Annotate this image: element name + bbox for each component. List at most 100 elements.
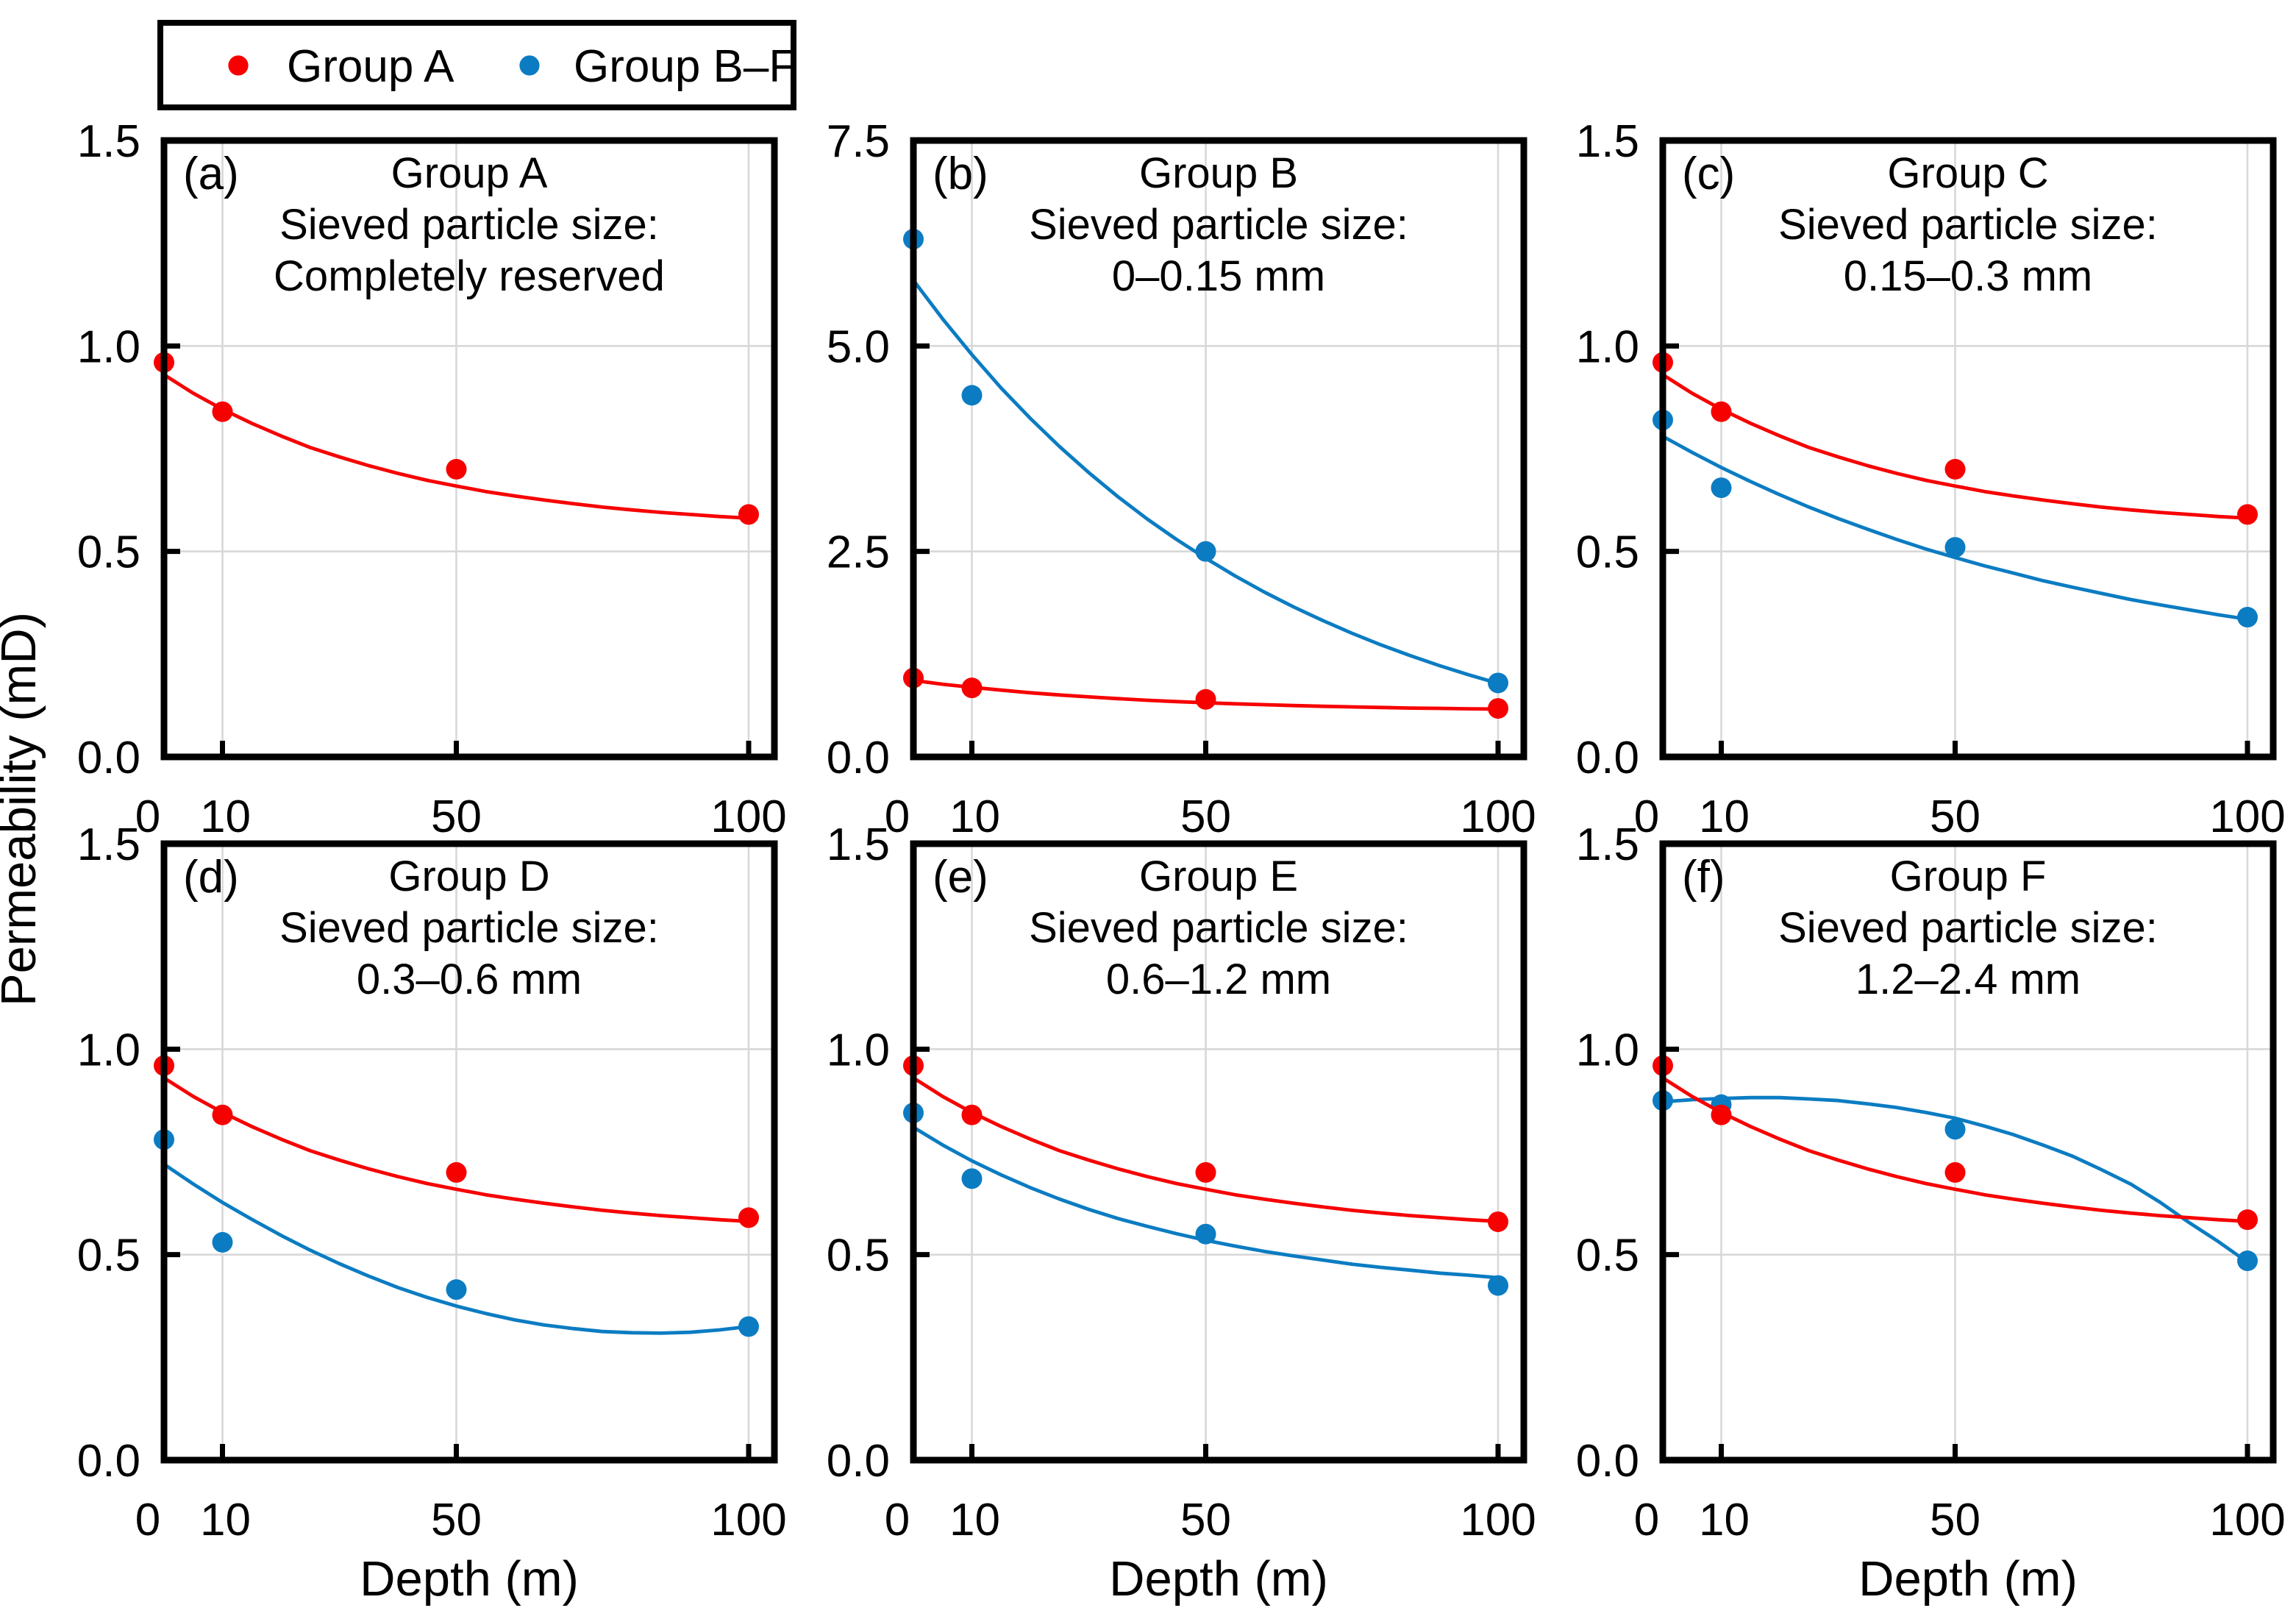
panel-title-line: Sieved particle size: <box>1029 904 1408 952</box>
panel-letter: (d) <box>183 852 239 903</box>
y-tick-label: 1.0 <box>827 1025 890 1075</box>
panel-title-line: 0.3–0.6 mm <box>357 956 582 1003</box>
panel-title-line: Group A <box>391 149 548 197</box>
data-point-group-a <box>1711 1104 1732 1125</box>
panel-title-line: 0.15–0.3 mm <box>1844 252 2093 300</box>
data-point-group-b-f <box>2237 1250 2258 1272</box>
data-point-group-b-f <box>2237 607 2258 628</box>
data-point-group-b-f <box>961 1168 983 1189</box>
data-point-group-b-f <box>1944 537 1966 558</box>
data-point-group-a <box>961 677 983 699</box>
data-point-group-b-f <box>1195 541 1216 562</box>
x-tick-label: 10 <box>949 1495 1000 1545</box>
data-point-group-a <box>738 504 759 525</box>
y-tick-label: 0.5 <box>1576 1231 1639 1281</box>
panel-title-line: 1.2–2.4 mm <box>1855 956 2081 1003</box>
data-point-group-a <box>212 1104 233 1125</box>
x-tick-label: 0 <box>885 791 910 842</box>
y-tick-label: 1.0 <box>77 321 140 372</box>
y-tick-label: 0.0 <box>77 733 140 783</box>
fit-curve-group-a <box>911 1076 1500 1223</box>
y-tick-label: 1.0 <box>1576 1025 1639 1075</box>
x-tick-label: 0 <box>135 791 160 842</box>
panel-frame <box>160 840 778 1464</box>
x-tick-label: 50 <box>1180 791 1231 842</box>
data-point-group-a <box>2237 1209 2258 1231</box>
y-tick-label: 0.5 <box>1576 527 1639 578</box>
y-tick-label: 1.5 <box>77 819 140 870</box>
panel-title-line: Sieved particle size: <box>279 904 659 952</box>
x-axis-title: Depth (m) <box>360 1551 579 1606</box>
x-tick-label: 10 <box>1699 791 1750 842</box>
panel-letter: (e) <box>933 852 988 903</box>
data-point-group-b-f <box>738 1316 759 1337</box>
panel-title-line: Sieved particle size: <box>1778 201 2158 249</box>
panel-letter: (b) <box>933 149 988 199</box>
x-tick-label: 0 <box>885 1495 910 1545</box>
panel-title-line: Sieved particle size: <box>1778 904 2158 952</box>
panel-title-line: Sieved particle size: <box>1029 201 1408 249</box>
data-point-group-a <box>2237 504 2258 525</box>
x-tick-label: 50 <box>1930 1495 1981 1545</box>
fit-curve-group-a <box>1661 373 2250 520</box>
y-tick-label: 0.0 <box>827 733 890 783</box>
data-point-group-a <box>446 1161 467 1183</box>
x-tick-label: 100 <box>710 791 786 842</box>
x-tick-label: 100 <box>2209 1495 2285 1545</box>
legend-box <box>157 20 796 110</box>
y-tick-label: 0.0 <box>1576 733 1639 783</box>
x-tick-label: 10 <box>1699 1495 1750 1545</box>
x-tick-label: 50 <box>1180 1495 1231 1545</box>
legend-label-group-b-f: Group B–F <box>574 41 796 92</box>
y-tick-label: 1.0 <box>1576 321 1639 372</box>
data-point-group-a <box>1195 688 1216 710</box>
data-point-group-b-f <box>446 1279 467 1300</box>
y-tick-label: 1.5 <box>1576 819 1639 870</box>
y-tick-label: 0.0 <box>77 1436 140 1487</box>
panel-title-line: Group E <box>1139 853 1298 900</box>
panel-title-line: Completely reserved <box>274 252 665 300</box>
y-axis-title: Permeability (mD) <box>0 612 46 1006</box>
data-point-group-b-f <box>1488 1275 1508 1296</box>
data-point-group-b-f <box>1944 1119 1966 1140</box>
y-tick-label: 1.5 <box>827 819 890 870</box>
y-tick-label: 1.0 <box>77 1025 140 1075</box>
data-point-group-a <box>446 458 467 480</box>
y-tick-label: 1.5 <box>77 116 140 167</box>
y-tick-label: 2.5 <box>827 527 890 578</box>
x-tick-label: 10 <box>200 791 251 842</box>
x-axis-title: Depth (m) <box>1109 1551 1328 1606</box>
y-tick-label: 0.0 <box>1576 1436 1639 1487</box>
data-point-group-a <box>1711 401 1732 422</box>
panel-letter: (c) <box>1682 149 1735 199</box>
x-tick-label: 10 <box>949 791 1000 842</box>
x-tick-label: 10 <box>200 1495 251 1545</box>
panel-title-line: 0–0.15 mm <box>1112 252 1325 300</box>
data-point-group-b-f <box>1195 1223 1216 1245</box>
legend-marker-group-a <box>228 55 249 76</box>
fit-curve-group-b-f <box>162 1162 751 1335</box>
data-point-group-a <box>1944 458 1966 480</box>
y-tick-label: 5.0 <box>827 321 890 372</box>
fit-curve-group-a <box>162 1076 751 1223</box>
x-tick-label: 100 <box>710 1495 786 1545</box>
x-tick-label: 0 <box>1634 1495 1659 1545</box>
panel-frame <box>1659 840 2277 1464</box>
x-tick-label: 0 <box>135 1495 160 1545</box>
legend-label-group-a: Group A <box>287 41 454 92</box>
x-tick-label: 50 <box>431 1495 482 1545</box>
fit-curve-group-a <box>1661 1076 2250 1223</box>
data-point-group-a <box>1488 1211 1508 1232</box>
panel-letter: (a) <box>183 149 239 199</box>
fit-curve-group-b-f <box>1661 1095 2250 1264</box>
x-tick-label: 100 <box>2209 791 2285 842</box>
x-tick-label: 100 <box>1460 791 1536 842</box>
x-tick-label: 0 <box>1634 791 1659 842</box>
